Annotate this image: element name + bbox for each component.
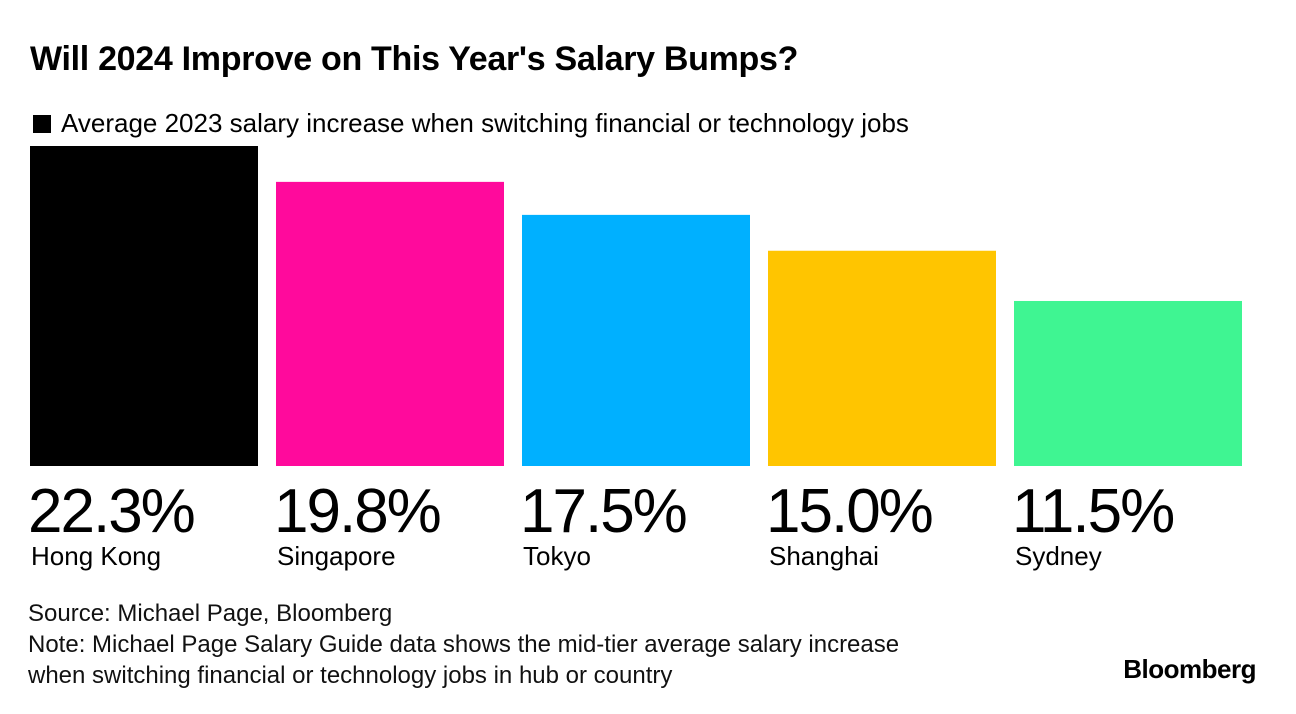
- category-label: Hong Kong: [31, 541, 162, 571]
- category-label: Sydney: [1015, 541, 1102, 571]
- bar-shanghai: [768, 250, 996, 466]
- category-label: Singapore: [277, 541, 396, 571]
- legend: Average 2023 salary increase when switch…: [33, 108, 909, 139]
- bloomberg-logo: Bloomberg: [1123, 654, 1256, 684]
- legend-label: Average 2023 salary increase when switch…: [61, 108, 909, 138]
- footer-notes: Source: Michael Page, Bloomberg Note: Mi…: [28, 598, 899, 691]
- bar-singapore: [276, 181, 504, 466]
- legend-swatch: [33, 114, 51, 133]
- category-label: Tokyo: [523, 541, 591, 571]
- value-label: 22.3%: [28, 477, 196, 546]
- source-text: Source: Michael Page, Bloomberg: [28, 600, 393, 627]
- value-label: 15.0%: [766, 477, 934, 546]
- value-label: 17.5%: [520, 477, 688, 546]
- bar-hong-kong: [30, 146, 258, 466]
- bar-sydney: [1014, 300, 1242, 466]
- category-label: Shanghai: [769, 541, 879, 571]
- chart-title: Will 2024 Improve on This Year's Salary …: [30, 40, 799, 78]
- bar-tokyo: [522, 214, 750, 466]
- value-label: 19.8%: [274, 477, 442, 546]
- note-line-2: when switching financial or technology j…: [28, 662, 673, 689]
- value-label: 11.5%: [1012, 477, 1175, 546]
- note-line-1: Note: Michael Page Salary Guide data sho…: [28, 631, 900, 658]
